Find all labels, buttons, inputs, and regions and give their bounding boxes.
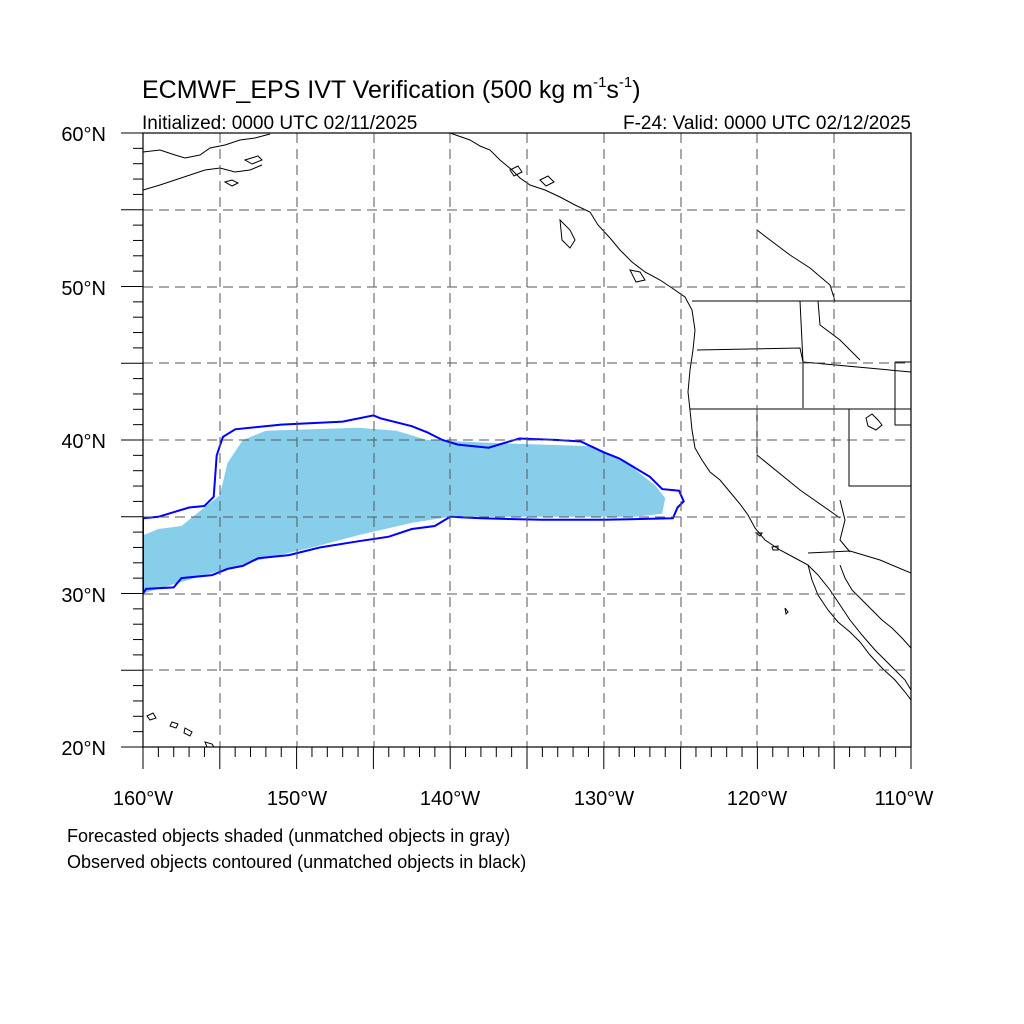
lon-label-150: 150°W <box>267 788 327 810</box>
lon-label-160: 160°W <box>113 788 173 810</box>
caption-forecast: Forecasted objects shaded (unmatched obj… <box>67 826 510 846</box>
lat-label-50: 50°N <box>61 278 106 300</box>
valid-label: F-24: Valid: 0000 UTC 02/12/2025 <box>623 113 911 134</box>
chart-title: ECMWF_EPS IVT Verification (500 kg m-1s-… <box>142 74 641 104</box>
alaska-coastline <box>143 133 271 191</box>
mt-border <box>817 300 861 361</box>
coastlines <box>143 133 911 747</box>
axis-ticks <box>121 132 912 769</box>
hawaii-islands <box>146 712 215 747</box>
id-border <box>799 300 911 373</box>
mexico-border <box>807 550 911 574</box>
baja-coastline <box>807 564 911 701</box>
initialized-label: Initialized: 0000 UTC 02/11/2025 <box>142 113 417 134</box>
title-main: ECMWF_EPS IVT Verification (500 kg m <box>142 76 593 104</box>
title-mid: s <box>606 76 619 104</box>
graticule <box>143 133 911 747</box>
lat-label-60: 60°N <box>61 124 106 146</box>
lon-label-110: 110°W <box>875 788 934 810</box>
wa-or-border <box>696 347 804 408</box>
longitude-labels: 160°W 150°W 140°W 130°W 120°W 110°W <box>113 788 934 810</box>
observed-object-contour <box>143 414 685 596</box>
alaska-islands <box>223 155 646 283</box>
bc-ab-border <box>756 229 836 302</box>
title-sup1: -1 <box>593 74 606 91</box>
lat-label-40: 40°N <box>61 431 106 453</box>
channel-islands <box>754 532 789 616</box>
caption-observed: Observed objects contoured (unmatched ob… <box>67 852 526 872</box>
latitude-labels: 60°N 50°N 40°N 30°N 20°N <box>61 124 106 760</box>
lon-label-140: 140°W <box>420 788 480 810</box>
title-sup2: -1 <box>619 74 632 91</box>
great-salt-lake <box>865 413 883 431</box>
north-america-coastline <box>449 133 911 691</box>
lon-label-130: 130°W <box>574 788 634 810</box>
ca-nv-border <box>756 409 841 519</box>
lat-label-30: 30°N <box>61 585 106 607</box>
ca-az-border <box>839 499 851 553</box>
lat-label-20: 20°N <box>61 738 106 760</box>
title-end: ) <box>632 76 640 104</box>
lon-label-120: 120°W <box>727 788 787 810</box>
forecast-object-shading <box>143 427 666 594</box>
baja-inner-coast <box>839 564 911 649</box>
wy-border <box>894 361 911 426</box>
nv-az-border <box>848 409 911 487</box>
political-borders <box>690 229 911 574</box>
